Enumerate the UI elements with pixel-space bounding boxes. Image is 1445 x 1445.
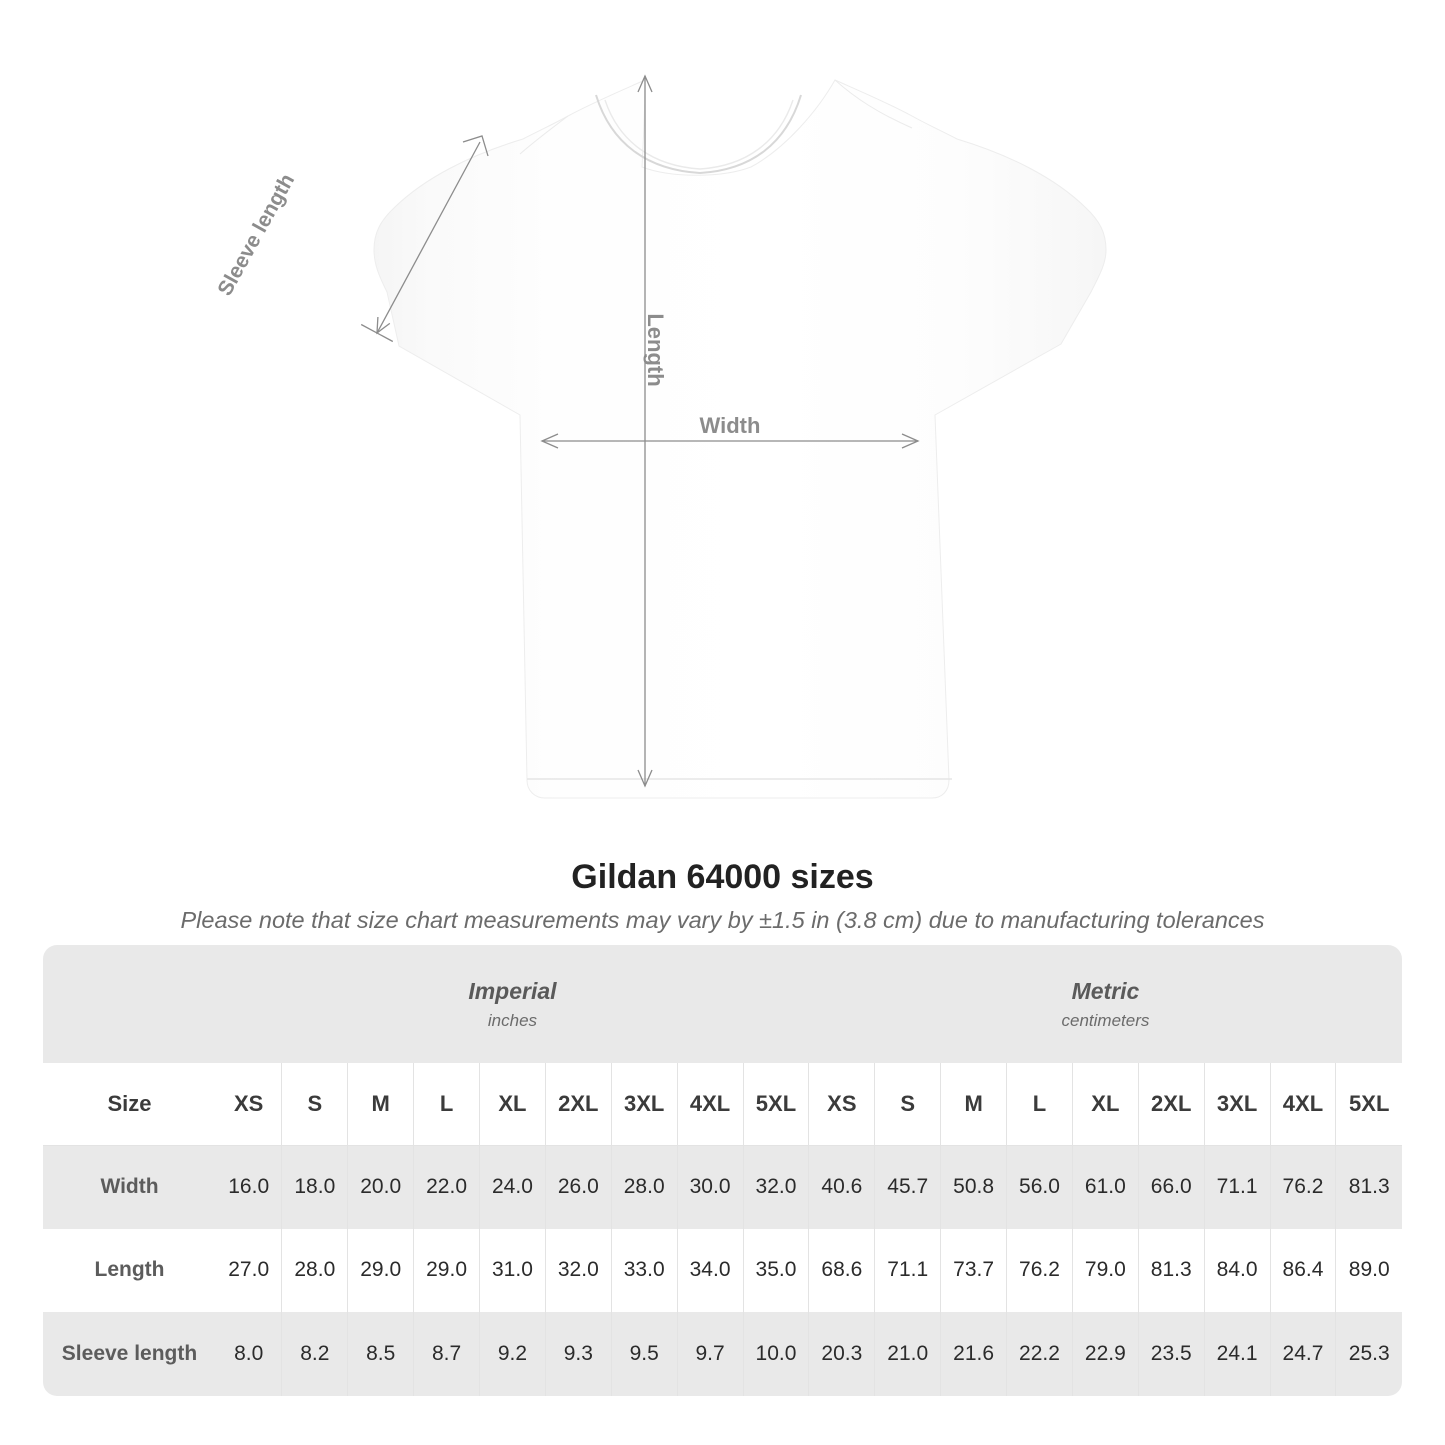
svg-text:Length: Length <box>643 313 668 386</box>
svg-text:Sleeve length: Sleeve length <box>213 170 299 300</box>
svg-text:Width: Width <box>700 413 761 438</box>
